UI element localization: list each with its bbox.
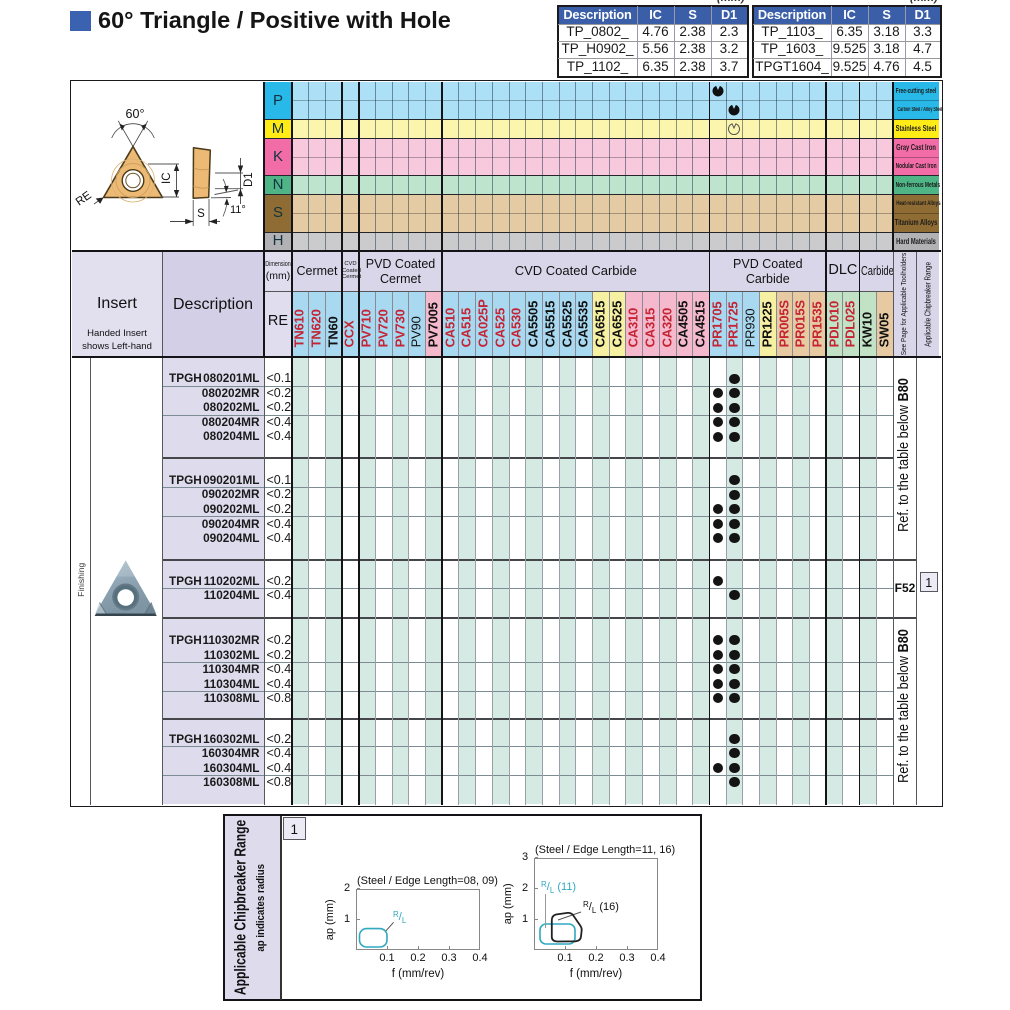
svg-text:RE: RE <box>74 189 94 208</box>
svg-text:S: S <box>197 208 205 220</box>
svg-text:R/L: R/L <box>393 910 407 925</box>
svg-text:D1: D1 <box>243 172 255 187</box>
svg-text:11°: 11° <box>230 204 246 216</box>
svg-text:R/L (16): R/L (16) <box>583 900 619 915</box>
svg-text:R/L (11): R/L (11) <box>541 880 576 895</box>
svg-text:60°: 60° <box>126 107 145 121</box>
svg-text:IC: IC <box>161 173 173 185</box>
